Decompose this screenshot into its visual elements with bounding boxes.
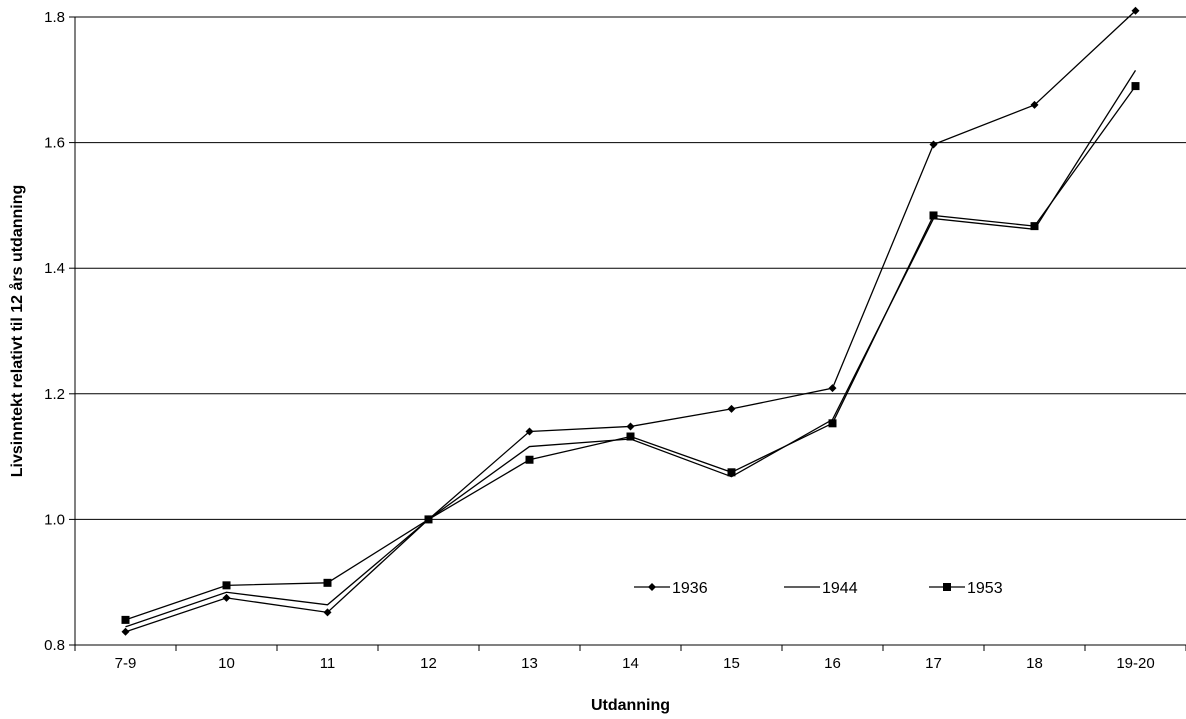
x-tick-label: 13: [521, 655, 538, 672]
y-tick-label: 1.4: [44, 260, 65, 277]
data-point: [222, 581, 231, 590]
data-point: [626, 432, 635, 441]
y-tick-label: 1.0: [44, 511, 65, 528]
y-axis-title: Livsinntekt relativt til 12 års utdannin…: [8, 185, 26, 478]
y-tick-labels: 0.8 1.0 1.2 1.4 1.6 1.8: [44, 9, 65, 654]
x-tick-label: 17: [925, 655, 942, 672]
legend: 1936 1944 1953: [634, 580, 1003, 597]
y-tick-label: 0.8: [44, 637, 65, 654]
legend-item: 1953: [929, 580, 1003, 597]
data-point: [222, 593, 231, 602]
series-1944: [125, 70, 1137, 628]
x-axis-title: Utdanning: [591, 697, 670, 714]
x-tick-label: 10: [218, 655, 235, 672]
legend-label: 1953: [967, 580, 1003, 597]
x-tick-label: 11: [320, 655, 336, 672]
x-tick-label: 12: [420, 655, 437, 672]
gridlines: [75, 16, 1186, 520]
x-tick-label: 15: [723, 655, 740, 672]
data-point: [323, 608, 332, 617]
x-tick-label: 19-20: [1116, 655, 1154, 672]
series-group: [121, 6, 1140, 636]
data-point: [1030, 100, 1039, 109]
x-tick-label: 18: [1026, 655, 1043, 672]
x-tick-labels: 7-9 10 11 12 13 14 15 16 17 18 19-20: [115, 655, 1155, 672]
data-point: [1131, 6, 1140, 15]
y-tick-label: 1.2: [44, 386, 65, 403]
series-1953: [121, 82, 1140, 624]
legend-marker: [648, 583, 656, 591]
data-point: [525, 427, 534, 436]
y-tick-label: 1.6: [44, 135, 65, 152]
data-point: [121, 615, 130, 624]
legend-label: 1936: [672, 580, 708, 597]
y-tick-label: 1.8: [44, 9, 65, 26]
series-line: [125, 85, 1137, 621]
data-point: [1030, 222, 1039, 231]
data-point: [828, 419, 837, 428]
legend-item: 1936: [634, 580, 708, 597]
data-point: [1131, 82, 1140, 91]
x-tick-label: 7-9: [115, 655, 137, 672]
data-point: [727, 468, 736, 477]
data-point: [424, 515, 433, 524]
data-point: [828, 384, 837, 393]
data-point: [929, 140, 938, 149]
x-tick-label: 16: [824, 655, 841, 672]
axes: [69, 16, 1186, 651]
data-point: [121, 627, 130, 636]
data-point: [525, 455, 534, 464]
legend-item: 1944: [784, 580, 858, 597]
series-line: [125, 70, 1137, 628]
series-1936: [121, 6, 1140, 636]
legend-label: 1944: [822, 580, 858, 597]
data-point: [626, 422, 635, 431]
series-line: [125, 10, 1136, 633]
data-point: [323, 578, 332, 587]
data-point: [929, 211, 938, 220]
legend-marker: [943, 583, 951, 591]
data-point: [727, 404, 736, 413]
x-tick-label: 14: [622, 655, 639, 672]
